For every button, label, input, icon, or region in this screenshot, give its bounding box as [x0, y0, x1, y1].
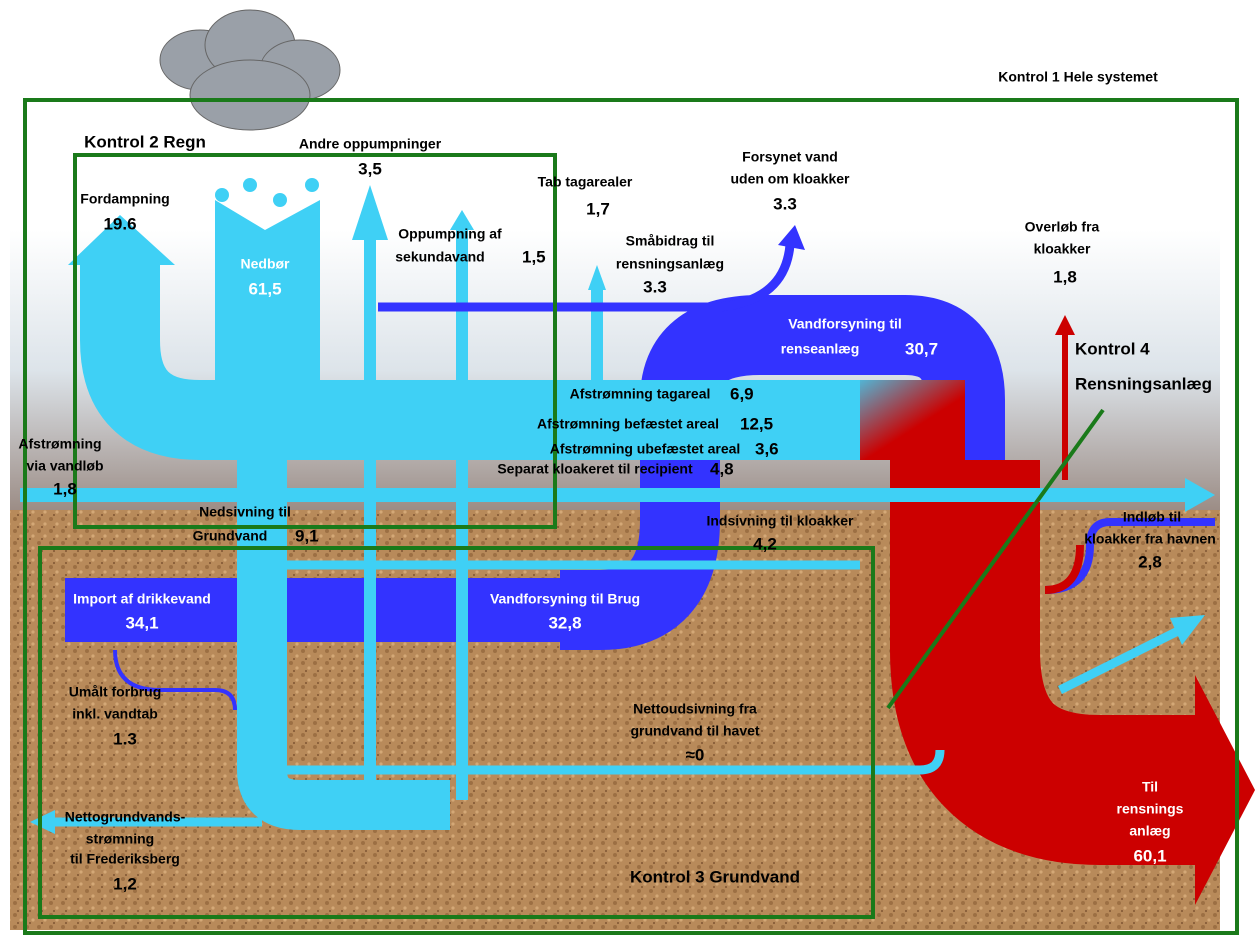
box-label: Kontrol 2 Regn — [84, 132, 206, 151]
flow-value: 4,2 — [753, 534, 777, 553]
flow-label: Fordampning — [80, 191, 169, 207]
flow-value: 4,8 — [710, 459, 734, 478]
flow-label: uden om kloakker — [730, 171, 850, 187]
flow-label: Afstrømning tagareal — [570, 386, 711, 402]
flow-value: 6,9 — [730, 384, 754, 403]
flow-label: til Frederiksberg — [70, 851, 180, 867]
flow-value: 1,8 — [53, 479, 77, 498]
title: Kontrol 1 Hele systemet — [998, 69, 1158, 85]
flow-value: 32,8 — [548, 613, 581, 632]
flow-label: rensningsanlæg — [616, 256, 724, 272]
flow-value: 12,5 — [740, 414, 773, 433]
flow-label: Vandforsyning til Brug — [490, 591, 640, 607]
flow-label: rensnings — [1117, 801, 1184, 817]
flow-value: 2,8 — [1138, 552, 1162, 571]
flow-label: Umålt forbrug — [69, 684, 162, 700]
flow-label: Nedsivning til — [199, 504, 291, 520]
flow-value: 61,5 — [248, 279, 281, 298]
flow-label: Til — [1142, 779, 1158, 795]
box-label: Kontrol 4 — [1075, 339, 1150, 358]
flow-value: ≈0 — [686, 745, 705, 764]
flow-value: 3,5 — [358, 159, 382, 178]
flow-label: Oppumpning af — [398, 226, 502, 242]
flow-label: Afstrømning befæstet areal — [537, 416, 719, 432]
flow-label: Separat kloakeret til recipient — [497, 461, 693, 477]
control-boxes — [23, 98, 1239, 935]
flow-label: inkl. vandtab — [72, 706, 158, 722]
flow-label: Andre oppumpninger — [299, 136, 442, 152]
box-label: Rensningsanlæg — [1075, 374, 1212, 393]
flow-label: Nedbør — [241, 256, 291, 272]
flow-label: kloakker — [1034, 241, 1091, 257]
flow-label: Tab tagarealer — [538, 174, 633, 190]
flow-label: Forsynet vand — [742, 149, 838, 165]
droplets — [215, 178, 319, 207]
flow-label: Import af drikkevand — [73, 591, 211, 607]
flow-label: Vandforsyning til — [788, 316, 902, 332]
flow-value: 1,5 — [522, 247, 546, 266]
flow-value: 34,1 — [125, 613, 158, 632]
flow-label: Nettoudsivning fra — [633, 701, 757, 717]
flow-label: Afstrømning ubefæstet areal — [550, 441, 741, 457]
flows — [20, 185, 1255, 905]
flow-label: sekundavand — [395, 249, 484, 265]
cloud — [159, 9, 341, 131]
flow-labels: Fordampning 19.6 Andre oppumpninger 3,5 Nedb… — [18, 136, 1215, 894]
flow-value: 19.6 — [103, 214, 136, 233]
flow-label: Indsivning til kloakker — [706, 513, 854, 529]
flow-value: 3.3 — [643, 277, 667, 296]
flow-value: 3,6 — [755, 439, 779, 458]
flow-value: 3.3 — [773, 194, 797, 213]
flow-label: Overløb fra — [1025, 219, 1100, 235]
box-label: Kontrol 3 Grundvand — [630, 867, 800, 886]
flow-value: 1,8 — [1053, 267, 1077, 286]
flow-label: renseanlæg — [781, 341, 860, 357]
flow-label: Småbidrag til — [626, 233, 715, 249]
flow-label: Grundvand — [193, 528, 268, 544]
flow-label: grundvand til havet — [630, 723, 759, 739]
flow-label: kloakker fra havnen — [1084, 531, 1216, 547]
flow-value: 1.3 — [113, 729, 137, 748]
flow-value: 60,1 — [1133, 846, 1166, 865]
flow-label: Indløb til — [1123, 509, 1181, 525]
flow-label: Afstrømning — [18, 436, 101, 452]
flow-value: 1,2 — [113, 874, 137, 893]
flow-value: 30,7 — [905, 339, 938, 358]
flow-value: 9,1 — [295, 526, 319, 545]
flow-label: via vandløb — [26, 458, 103, 474]
flow-label: anlæg — [1129, 823, 1170, 839]
flow-label: Nettogrundvands- — [65, 809, 186, 825]
flow-label: strømning — [86, 831, 154, 847]
flow-value: 1,7 — [586, 199, 610, 218]
